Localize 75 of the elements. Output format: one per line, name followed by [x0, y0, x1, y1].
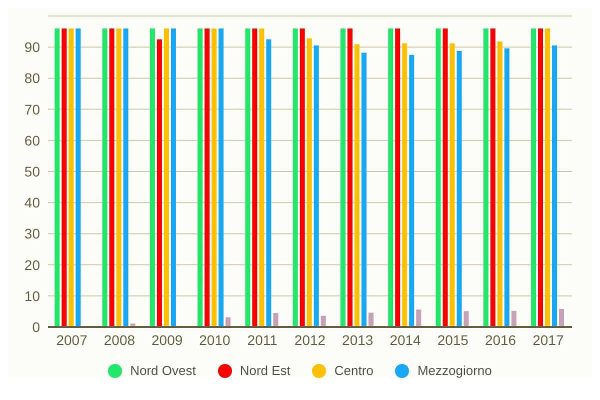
bar — [218, 28, 224, 327]
bar — [68, 28, 74, 327]
bar — [511, 310, 516, 327]
y-tick-label: 60 — [24, 132, 40, 148]
y-tick-label: 50 — [24, 163, 40, 180]
y-tick-label: 40 — [24, 194, 40, 211]
bar — [150, 28, 155, 327]
legend-label: Nord Ovest — [130, 363, 196, 378]
bar — [314, 46, 319, 327]
bar — [300, 28, 305, 327]
bar — [483, 28, 488, 327]
bar — [266, 39, 272, 327]
bar — [347, 28, 352, 327]
bar — [436, 28, 441, 327]
bar — [552, 46, 558, 327]
x-tick-label: 2014 — [390, 332, 422, 348]
bar — [212, 28, 217, 327]
bar — [252, 28, 258, 327]
bar — [156, 39, 162, 327]
bar — [416, 310, 422, 327]
bar — [559, 308, 564, 327]
legend-label: Centro — [334, 363, 374, 378]
y-tick-label: 0 — [32, 318, 40, 335]
bar — [464, 311, 469, 327]
x-tick-label: 2015 — [437, 332, 469, 348]
x-tick-label: 2007 — [56, 332, 88, 348]
bar — [109, 28, 114, 327]
bar — [116, 28, 122, 327]
bar — [497, 42, 502, 327]
y-tick-label: 80 — [24, 70, 40, 86]
bar — [306, 38, 312, 327]
bar — [368, 312, 374, 327]
bar — [245, 28, 250, 327]
bar — [123, 28, 128, 327]
bar — [102, 28, 108, 327]
x-tick-label: 2016 — [484, 332, 516, 348]
x-tick-label: 2009 — [152, 332, 183, 348]
bar — [354, 44, 360, 327]
bar — [273, 313, 278, 327]
x-tick-label: 2012 — [294, 332, 326, 348]
bar — [504, 48, 510, 327]
bar — [388, 28, 394, 327]
x-tick-label: 2017 — [532, 332, 564, 348]
x-tick-label: 2008 — [104, 332, 136, 348]
bar — [409, 54, 414, 327]
x-tick-label: 2013 — [342, 332, 374, 348]
bar — [442, 28, 448, 327]
bar — [402, 43, 408, 327]
bar — [395, 28, 400, 327]
bar — [204, 28, 210, 327]
bar — [62, 28, 67, 327]
bar — [198, 28, 203, 327]
x-tick-label: 2010 — [199, 332, 231, 348]
legend-label: Mezzogiorno — [417, 363, 492, 378]
bar — [259, 28, 264, 327]
legend-label: Nord Est — [240, 363, 290, 378]
y-tick-label: 20 — [24, 256, 40, 273]
bar — [54, 28, 60, 327]
bar — [170, 28, 176, 327]
bar — [340, 28, 346, 327]
bar — [76, 28, 81, 327]
bar — [531, 28, 536, 327]
bar — [490, 28, 496, 327]
bar — [545, 28, 550, 327]
y-tick-label: 10 — [24, 288, 40, 304]
bar — [450, 43, 455, 327]
bar — [361, 52, 366, 327]
bar — [164, 28, 169, 327]
y-tick-label: 70 — [24, 101, 40, 118]
bar — [538, 28, 544, 327]
x-tick-label: 2011 — [247, 332, 278, 348]
y-tick-label: 30 — [24, 226, 40, 242]
bar — [456, 50, 462, 327]
y-tick-label: 90 — [24, 39, 40, 56]
bar — [292, 28, 298, 327]
